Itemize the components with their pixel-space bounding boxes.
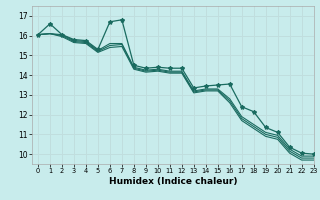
- X-axis label: Humidex (Indice chaleur): Humidex (Indice chaleur): [108, 177, 237, 186]
